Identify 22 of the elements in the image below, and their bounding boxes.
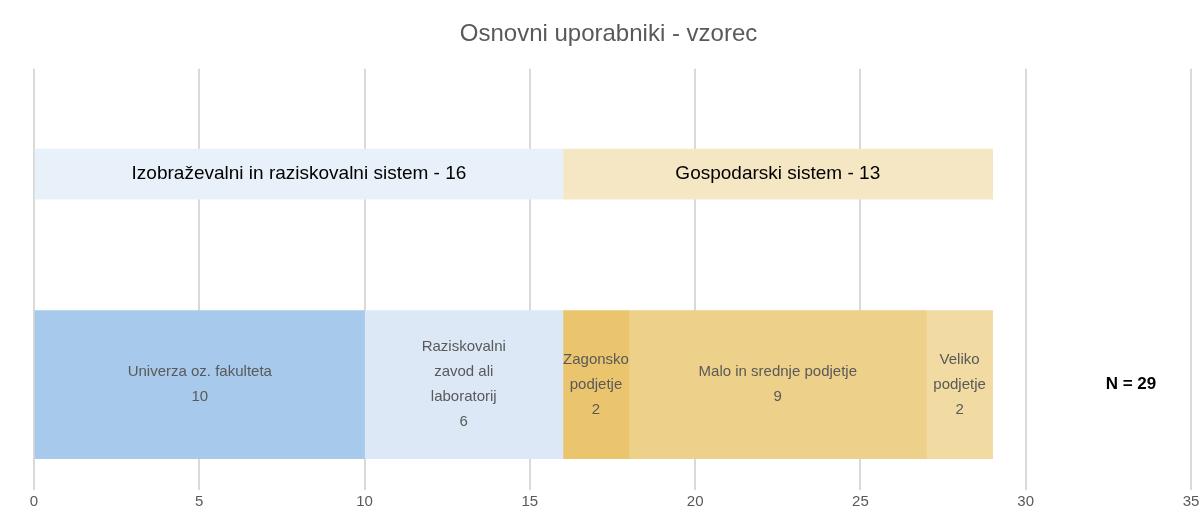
- data-label: 6: [459, 412, 468, 430]
- x-tick-label: 5: [195, 492, 204, 510]
- x-tick-label: 25: [852, 492, 869, 510]
- series-label: Malo in srednje podjetje: [698, 362, 857, 380]
- text: Izobraževalni in raziskovalni sistem - 16: [131, 162, 467, 184]
- data-label: 10: [191, 387, 209, 405]
- x-tick-label: 10: [356, 492, 373, 510]
- x-tick-label: 30: [1017, 492, 1035, 510]
- series-label: Raziskovalni zavod ali laboratorij: [421, 337, 506, 405]
- data-label: 2: [955, 399, 964, 417]
- data-label: 2: [591, 399, 601, 417]
- series-label: Veliko podjetje: [933, 349, 986, 392]
- series-label: Zagonsko podjetje: [563, 349, 629, 392]
- text: Gospodarski sistem - 13: [675, 162, 881, 184]
- x-tick-label: 15: [521, 492, 539, 510]
- series-label: Univerza oz. fakulteta: [127, 362, 273, 380]
- annotation: N = 29: [1105, 374, 1157, 394]
- chart-title: Osnovni uporabniki - vzorec: [459, 19, 758, 47]
- x-tick-label: 20: [686, 492, 704, 510]
- x-tick-label: 0: [29, 492, 39, 510]
- x-tick-label: 35: [1182, 492, 1200, 510]
- data-label: 9: [773, 387, 782, 405]
